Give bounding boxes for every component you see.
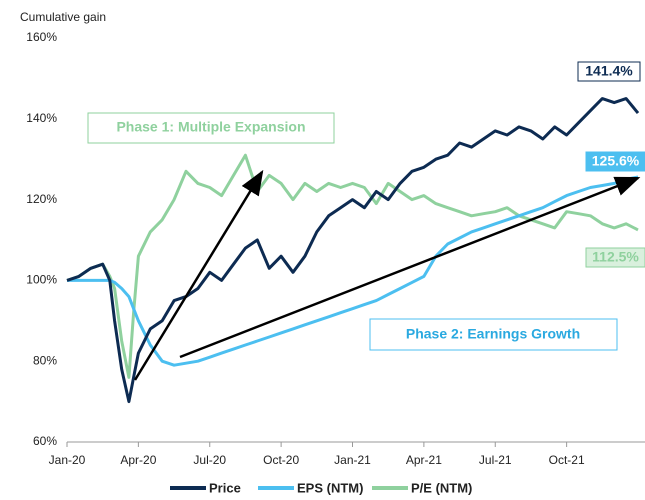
series-line [67,175,639,367]
value-label: 141.4% [585,63,633,79]
annotation: Phase 2: Earnings Growth [406,326,580,342]
y-axis-title: Cumulative gain [20,10,106,24]
value-label-box [577,61,641,82]
y-tick-label: 160% [26,30,57,44]
annotation: Phase 1: Multiple Expansion [116,119,305,135]
series-line [66,153,639,379]
legend-label: Price [209,480,241,495]
y-tick-label: 60% [33,434,57,448]
legend-label: EPS (NTM) [297,480,363,495]
y-tick-label: 80% [33,353,57,367]
y-tick-label: 120% [26,192,57,206]
y-tick-label: 100% [26,273,57,287]
x-tick-label: Oct-21 [549,453,585,467]
arrow [179,176,641,359]
value-label: 112.5% [592,249,639,265]
x-tick-label: Jul-21 [479,453,512,467]
x-tick-label: Apr-21 [406,453,442,467]
x-tick-label: Apr-20 [120,453,156,467]
x-tick-label: Oct-20 [263,453,299,467]
value-label-box [585,247,645,268]
x-tick-label: Jan-21 [334,453,371,467]
x-tick-label: Jan-20 [49,453,86,467]
arrow [133,169,264,381]
x-tick-label: Jul-20 [193,453,226,467]
value-label-box [585,151,645,172]
plot-area: 60% 80% 100% 120% 140% 160% Jan-20 Apr-20 Jul-20… [26,30,645,467]
annotation-box [87,112,335,144]
value-label: 125.6% [592,153,640,169]
annotation-box [369,318,618,351]
y-tick-label: 140% [26,111,57,125]
legend-label: P/E (NTM) [411,480,472,495]
series-line [66,97,640,404]
